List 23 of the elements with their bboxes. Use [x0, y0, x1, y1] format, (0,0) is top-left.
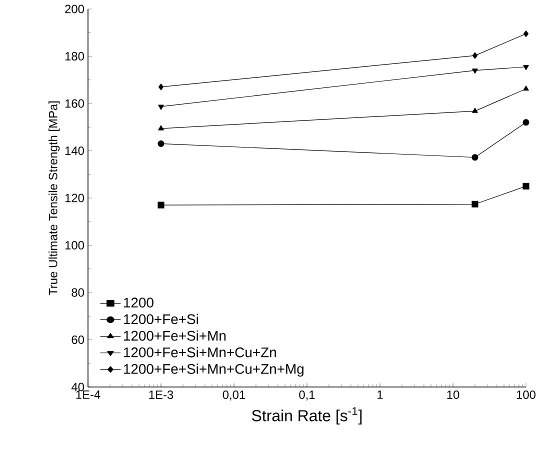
- legend-label: 1200+Fe+Si+Mn+Cu+Zn: [124, 347, 276, 358]
- x-tick-label: 1E-3: [149, 390, 174, 399]
- x-tick-label: 100: [516, 390, 536, 399]
- legend-label: 1200+Fe+Si+Mn+Cu+Zn+Mg: [124, 364, 304, 377]
- y-tick-label: 40: [71, 382, 84, 392]
- legend-label: 1200: [124, 298, 154, 308]
- legend-label: 1200+Fe+Si: [124, 314, 198, 324]
- y-tick-label: 80: [72, 288, 84, 297]
- y-tick-label: 160: [65, 99, 84, 108]
- y-tick-label: 200: [65, 4, 84, 14]
- y-tick-label: 180: [65, 52, 84, 60]
- x-tick-label: 0,1: [299, 390, 315, 400]
- y-tick-label: 120: [65, 194, 84, 202]
- y-tick-label: 100: [65, 241, 84, 250]
- y-tick-label: 140: [65, 146, 84, 155]
- legend-label: 1200+Fe+Si+Mn: [124, 330, 226, 341]
- y-axis-title: True Ultimate Tensile Strength [MPa]: [48, 101, 60, 296]
- y-tick-label: 60: [72, 336, 84, 344]
- x-tick-label: 0,01: [222, 390, 246, 400]
- x-tick-label: 1: [378, 390, 383, 399]
- x-tick-label: 10: [447, 390, 460, 399]
- x-axis-title: Strain Rate [s$^{-1}$]: [252, 407, 362, 424]
- x-tick-label: 1E-4: [76, 390, 100, 399]
